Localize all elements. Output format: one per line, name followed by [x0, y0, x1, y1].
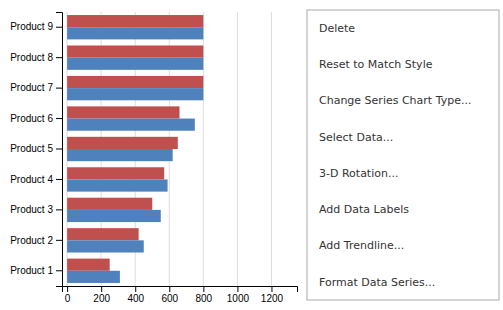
x-tick: 600 — [161, 286, 178, 304]
bar — [67, 167, 164, 179]
x-tick-label: 800 — [195, 293, 212, 304]
x-tick-mark — [237, 286, 238, 292]
menu-frame — [307, 10, 499, 300]
y-tick: Product 9 — [10, 21, 62, 32]
chart-svg: 020040060080010001200Product 1Product 2P… — [0, 0, 503, 310]
bar — [67, 149, 173, 161]
x-axis-line — [63, 287, 298, 293]
y-tick: Product 6 — [10, 113, 62, 124]
bar — [67, 271, 120, 283]
bar — [67, 240, 144, 252]
menu-item: Add Trendline... — [319, 239, 404, 252]
y-tick-label: Product 1 — [10, 265, 53, 276]
y-tick-label: Product 4 — [10, 174, 53, 185]
x-tick: 0 — [65, 286, 71, 304]
x-tick-label: 600 — [161, 293, 178, 304]
grid-line — [271, 12, 272, 286]
y-tick-mark — [56, 118, 62, 119]
y-tick-mark — [56, 240, 62, 241]
menu-item: Change Series Chart Type... — [319, 94, 471, 107]
y-axis: Product 1 Product 2 Product 3 Product 4 Prod… — [10, 13, 62, 287]
y-tick: Product 2 — [10, 235, 62, 246]
grid-line — [237, 12, 238, 286]
series — [67, 15, 203, 271]
bar — [67, 119, 195, 131]
x-tick-label: 400 — [127, 293, 144, 304]
x-tick: 1000 — [227, 286, 250, 304]
y-tick: Product 1 — [10, 265, 62, 276]
x-tick-label: 200 — [93, 293, 110, 304]
y-tick-label: Product 6 — [10, 113, 53, 124]
x-tick: 1200 — [261, 286, 284, 304]
bar — [67, 259, 110, 271]
y-tick-label: Product 5 — [10, 143, 53, 154]
x-tick-mark — [271, 286, 272, 292]
menu: Delete Reset to Match Style Change Series … — [307, 10, 499, 300]
x-tick-mark — [203, 286, 204, 292]
bar — [67, 228, 139, 240]
y-tick: Product 3 — [10, 204, 62, 215]
bar — [67, 106, 179, 118]
x-tick-label: 0 — [65, 293, 71, 304]
x-axis: 0 200 400 600 800 1000 1200 — [63, 286, 298, 304]
chart-container: 020040060080010001200Product 1Product 2P… — [0, 0, 503, 310]
x-tick-label: 1200 — [261, 293, 284, 304]
bar — [67, 137, 178, 149]
x-tick: 800 — [195, 286, 212, 304]
y-tick-mark — [56, 27, 62, 28]
series — [67, 27, 203, 283]
menu-item: 3-D Rotation... — [319, 167, 398, 180]
x-tick-mark — [101, 286, 102, 292]
plot: 020040060080010001200Product 1Product 2P… — [10, 12, 297, 304]
y-tick-label: Product 7 — [10, 82, 53, 93]
grid — [67, 12, 271, 286]
y-tick: Product 5 — [10, 143, 62, 154]
y-tick-mark — [56, 88, 62, 89]
bar — [67, 27, 203, 39]
y-tick: Product 4 — [10, 174, 62, 185]
y-tick-label: Product 2 — [10, 235, 53, 246]
x-tick: 200 — [93, 286, 110, 304]
bar — [67, 15, 203, 27]
bars — [67, 15, 203, 283]
bar — [67, 58, 203, 70]
menu-item: Reset to Match Style — [319, 58, 433, 71]
y-tick-label: Product 8 — [10, 52, 53, 63]
bar — [67, 198, 152, 210]
x-tick: 400 — [127, 286, 144, 304]
bar — [67, 179, 167, 191]
y-tick-mark — [56, 179, 62, 180]
y-tick: Product 7 — [10, 82, 62, 93]
menu-item: Delete — [319, 22, 355, 35]
y-tick-mark — [56, 270, 62, 271]
menu-item: Format Data Series... — [319, 276, 435, 289]
x-tick-mark — [169, 286, 170, 292]
y-tick-mark — [56, 149, 62, 150]
bar — [67, 88, 203, 100]
bar — [67, 45, 203, 57]
x-tick-label: 1000 — [227, 293, 250, 304]
y-tick-label: Product 3 — [10, 204, 53, 215]
menu-item: Select Data... — [319, 131, 393, 144]
x-tick-mark — [67, 286, 68, 292]
y-tick-mark — [56, 57, 62, 58]
y-axis-line — [56, 13, 63, 287]
menu-item: Add Data Labels — [319, 203, 409, 216]
y-tick-mark — [56, 209, 62, 210]
y-tick-label: Product 9 — [10, 21, 53, 32]
x-tick-mark — [135, 286, 136, 292]
bar — [67, 76, 203, 88]
bar — [67, 210, 161, 222]
y-tick: Product 8 — [10, 52, 62, 63]
